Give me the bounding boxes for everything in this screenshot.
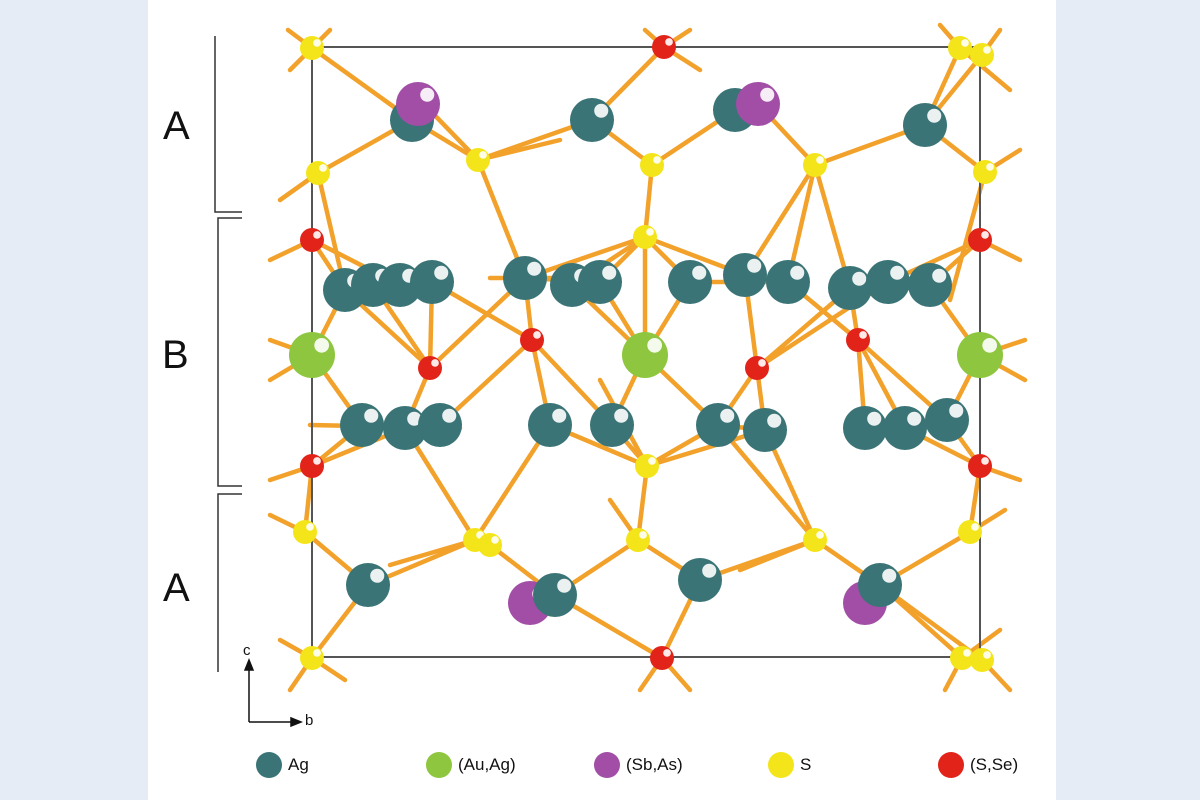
ag-atom — [766, 260, 810, 304]
ag-atom — [678, 558, 722, 602]
s-se-atom — [968, 454, 992, 478]
legend-label: Ag — [288, 755, 309, 774]
sb-as-atom — [736, 82, 780, 126]
au-ag-atom — [957, 332, 1003, 378]
legend-item-ag: Ag — [256, 752, 309, 778]
ag-atom — [723, 253, 767, 297]
ag-atom — [590, 403, 634, 447]
layer-brackets — [214, 36, 242, 672]
ag-atom — [925, 398, 969, 442]
s-se-atom — [652, 35, 676, 59]
ag-atom — [570, 98, 614, 142]
ag-atom — [843, 406, 887, 450]
legend-label: (S,Se) — [970, 755, 1019, 774]
ag-atom — [883, 406, 927, 450]
s-atom — [973, 160, 997, 184]
layer-label-a-bottom: A — [163, 566, 190, 610]
s-atom — [293, 520, 317, 544]
ag-atom — [528, 403, 572, 447]
s-atom — [970, 648, 994, 672]
bond — [472, 422, 553, 543]
atom-layer — [289, 35, 1003, 672]
s-atom — [300, 36, 324, 60]
ag-atom — [410, 260, 454, 304]
ag-atom — [346, 563, 390, 607]
ag-atom — [503, 256, 547, 300]
ag-atom — [858, 563, 902, 607]
legend-label: (Au,Ag) — [458, 755, 516, 774]
s-se-atom — [650, 646, 674, 670]
bond — [387, 537, 478, 568]
s-se-swatch-icon — [938, 752, 964, 778]
s-atom — [958, 520, 982, 544]
ag-atom — [533, 573, 577, 617]
ag-atom — [866, 260, 910, 304]
s-atom — [803, 153, 827, 177]
layer-label-b: B — [162, 333, 189, 377]
au-ag-atom — [622, 332, 668, 378]
ag-atom — [340, 403, 384, 447]
s-atom — [306, 161, 330, 185]
bond — [715, 422, 818, 543]
s-atom — [970, 43, 994, 67]
s-atom — [626, 528, 650, 552]
legend-item-s-se: (S,Se) — [938, 752, 1018, 778]
ag-atom — [696, 403, 740, 447]
s-se-atom — [745, 356, 769, 380]
bond — [642, 162, 655, 240]
ag-atom — [903, 103, 947, 147]
legend-item-s: S — [768, 752, 811, 778]
ag-atom — [418, 403, 462, 447]
bond — [737, 537, 818, 573]
layer-label-a-top: A — [163, 104, 190, 148]
au-ag-swatch-icon — [426, 752, 452, 778]
bond — [635, 463, 650, 543]
ag-atom — [908, 263, 952, 307]
s-atom — [635, 454, 659, 478]
legend-label: S — [800, 755, 812, 774]
s-atom — [948, 36, 972, 60]
ag-atom — [668, 260, 712, 304]
s-atom — [950, 646, 974, 670]
s-se-atom — [300, 454, 324, 478]
s-atom — [300, 646, 324, 670]
s-se-atom — [520, 328, 544, 352]
legend: Ag (Au,Ag) (Sb,As) S (S,Se) — [0, 752, 1200, 792]
ag-swatch-icon — [256, 752, 282, 778]
s-se-atom — [418, 356, 442, 380]
s-se-atom — [846, 328, 870, 352]
legend-label: (Sb,As) — [626, 755, 683, 774]
ag-atom — [828, 266, 872, 310]
bond — [475, 137, 563, 163]
s-atom — [803, 528, 827, 552]
s-atom — [466, 148, 490, 172]
s-atom — [633, 225, 657, 249]
sb-as-swatch-icon — [594, 752, 620, 778]
ag-atom — [743, 408, 787, 452]
au-ag-atom — [289, 332, 335, 378]
sb-as-atom — [396, 82, 440, 126]
legend-item-sb-as: (Sb,As) — [594, 752, 683, 778]
axis-label-c: c — [243, 642, 251, 659]
ag-atom — [578, 260, 622, 304]
legend-item-au-ag: (Au,Ag) — [426, 752, 516, 778]
axis-indicator — [243, 657, 304, 728]
s-se-atom — [300, 228, 324, 252]
ag-atom — [383, 406, 427, 450]
axis-label-b: b — [305, 712, 314, 729]
bond — [402, 425, 478, 543]
s-swatch-icon — [768, 752, 794, 778]
s-atom — [640, 153, 664, 177]
s-atom — [478, 533, 502, 557]
s-se-atom — [968, 228, 992, 252]
